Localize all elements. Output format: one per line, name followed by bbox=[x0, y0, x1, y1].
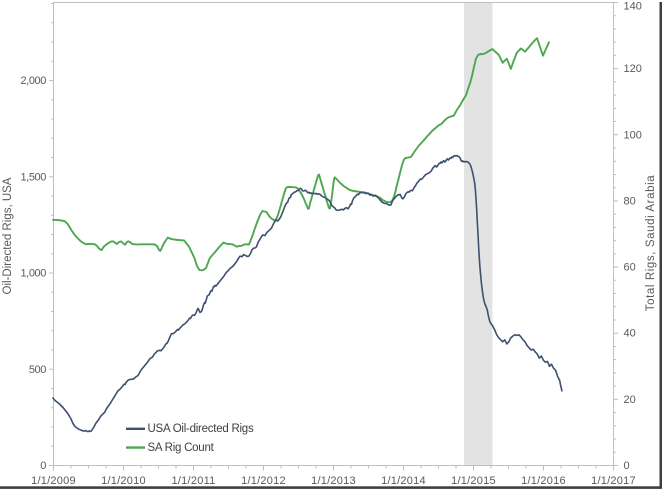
svg-text:60: 60 bbox=[624, 262, 636, 274]
svg-text:0: 0 bbox=[624, 460, 630, 472]
svg-text:0: 0 bbox=[40, 460, 46, 472]
svg-text:1/1/2011: 1/1/2011 bbox=[171, 475, 215, 487]
svg-text:500: 500 bbox=[29, 364, 46, 376]
svg-text:SA Rig Count: SA Rig Count bbox=[148, 442, 215, 454]
svg-text:100: 100 bbox=[624, 129, 642, 141]
svg-text:1,500: 1,500 bbox=[20, 171, 46, 183]
svg-text:1/1/2009: 1/1/2009 bbox=[31, 475, 76, 487]
svg-text:80: 80 bbox=[624, 195, 636, 207]
svg-text:140: 140 bbox=[624, 1, 642, 13]
svg-text:1,000: 1,000 bbox=[20, 268, 46, 280]
svg-text:1/1/2015: 1/1/2015 bbox=[451, 475, 496, 487]
svg-text:Oil-Directed Rigs, USA: Oil-Directed Rigs, USA bbox=[2, 177, 14, 294]
svg-text:1/1/2013: 1/1/2013 bbox=[311, 475, 356, 487]
svg-text:1/1/2010: 1/1/2010 bbox=[101, 475, 146, 487]
svg-text:1/1/2017: 1/1/2017 bbox=[591, 475, 636, 487]
svg-text:120: 120 bbox=[624, 63, 642, 75]
svg-text:20: 20 bbox=[624, 394, 636, 406]
svg-text:1/1/2012: 1/1/2012 bbox=[241, 475, 286, 487]
svg-text:USA Oil-directed Rigs: USA Oil-directed Rigs bbox=[148, 423, 254, 435]
svg-text:1/1/2014: 1/1/2014 bbox=[381, 475, 426, 487]
svg-text:1/1/2016: 1/1/2016 bbox=[521, 475, 566, 487]
svg-text:Total Rigs, Saudi Arabia: Total Rigs, Saudi Arabia bbox=[645, 175, 657, 312]
svg-text:40: 40 bbox=[624, 328, 636, 340]
svg-text:2,000: 2,000 bbox=[20, 75, 46, 87]
